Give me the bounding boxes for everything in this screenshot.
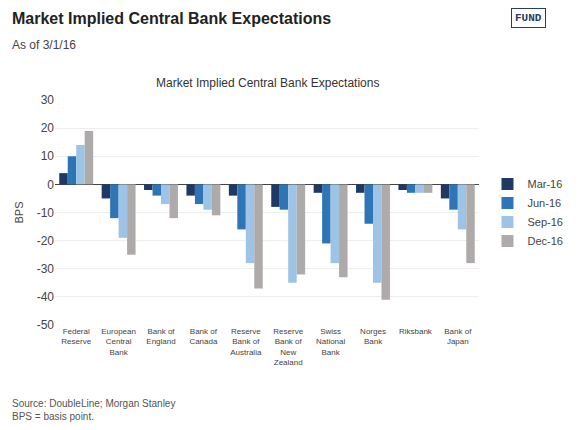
svg-text:FUND: FUND bbox=[515, 12, 542, 24]
svg-text:Market Implied Central Bank Ex: Market Implied Central Bank Expectations bbox=[12, 10, 331, 27]
svg-text:-10: -10 bbox=[37, 206, 55, 220]
svg-text:NorgesBank: NorgesBank bbox=[360, 327, 386, 346]
svg-text:Market Implied Central Bank Ex: Market Implied Central Bank Expectations bbox=[156, 76, 379, 90]
svg-text:Bank ofCanada: Bank ofCanada bbox=[189, 327, 218, 346]
svg-text:As of 3/1/16: As of 3/1/16 bbox=[12, 38, 76, 52]
svg-text:-20: -20 bbox=[37, 234, 55, 248]
svg-text:Sep-16: Sep-16 bbox=[527, 216, 562, 228]
svg-text:Bank ofJapan: Bank ofJapan bbox=[444, 327, 472, 346]
svg-text:Source: DoubleLine; Morgan Sta: Source: DoubleLine; Morgan StanleyBPS = … bbox=[12, 398, 175, 422]
svg-text:SwissNationalBank: SwissNationalBank bbox=[316, 327, 346, 357]
svg-text:Dec-16: Dec-16 bbox=[527, 235, 562, 247]
svg-text:Jun-16: Jun-16 bbox=[527, 197, 561, 209]
svg-text:BPS: BPS bbox=[13, 201, 25, 223]
svg-text:20: 20 bbox=[41, 121, 55, 135]
svg-text:-30: -30 bbox=[37, 262, 55, 276]
svg-text:ReserveBank ofNewZealand: ReserveBank ofNewZealand bbox=[273, 327, 303, 367]
svg-text:EuropeanCentralBank: EuropeanCentralBank bbox=[101, 327, 136, 357]
svg-text:30: 30 bbox=[41, 93, 55, 107]
svg-text:10: 10 bbox=[41, 149, 55, 163]
svg-text:Mar-16: Mar-16 bbox=[527, 178, 562, 190]
svg-text:FederalReserve: FederalReserve bbox=[61, 327, 91, 346]
svg-text:0: 0 bbox=[47, 178, 54, 192]
svg-text:ReserveBank ofAustralia: ReserveBank ofAustralia bbox=[230, 327, 262, 357]
svg-text:Bank ofEngland: Bank ofEngland bbox=[146, 327, 175, 346]
svg-text:-50: -50 bbox=[37, 318, 55, 332]
svg-text:-40: -40 bbox=[37, 290, 55, 304]
svg-text:Riksbank: Riksbank bbox=[399, 327, 433, 336]
